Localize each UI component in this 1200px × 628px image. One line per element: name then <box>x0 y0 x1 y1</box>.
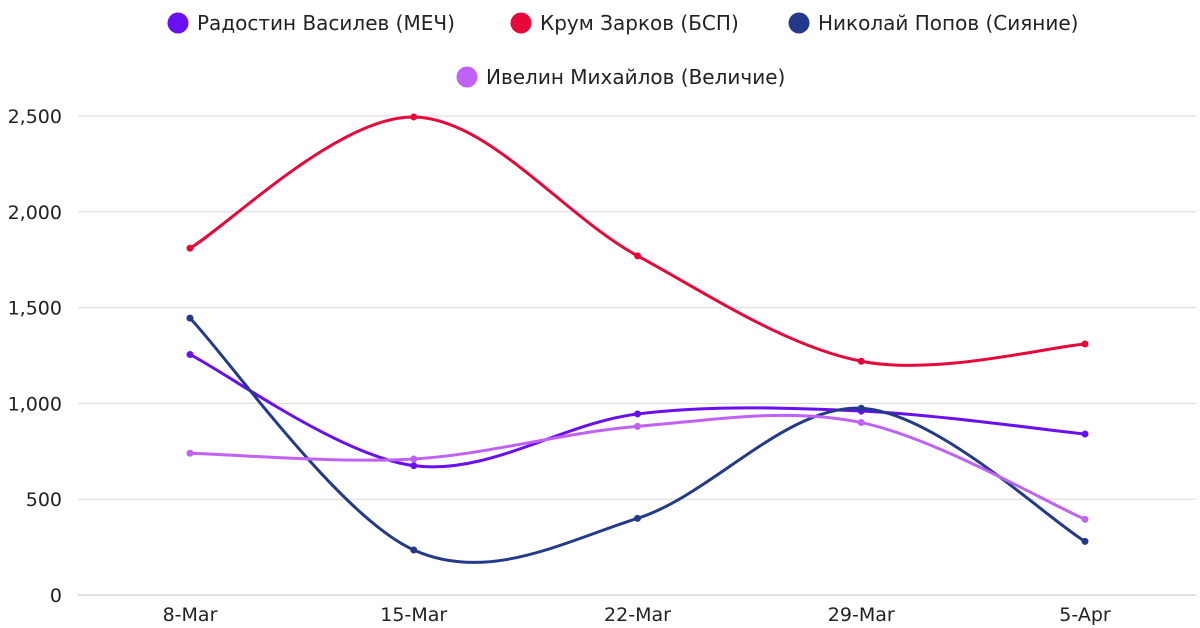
legend[interactable]: Радостин Василев (МЕЧ) Крум Зарков (БСП) Н… <box>167 11 1079 89</box>
legend-item-3[interactable]: Николай Попов (Сияние) <box>788 11 1079 35</box>
data-point[interactable] <box>634 410 641 418</box>
y-tick-label: 2,000 <box>8 202 62 224</box>
legend-label: Крум Зарков (БСП) <box>540 11 739 35</box>
legend-label: Николай Попов (Сияние) <box>818 11 1078 35</box>
x-tick-label: 8-Mar <box>163 604 218 626</box>
legend-swatch <box>510 12 532 34</box>
data-point[interactable] <box>410 113 418 121</box>
legend-swatch <box>788 12 810 34</box>
legend-swatch <box>456 66 478 88</box>
x-tick-label: 15-Mar <box>380 604 447 626</box>
series-layer <box>186 113 1089 564</box>
data-point[interactable] <box>186 351 194 359</box>
x-tick-label: 29-Mar <box>828 604 895 626</box>
legend-item-1[interactable]: Радостин Василев (МЕЧ) <box>167 11 455 35</box>
data-point[interactable] <box>634 514 641 522</box>
legend-label: Радостин Василев (МЕЧ) <box>197 11 455 35</box>
x-tick-label: 22-Mar <box>604 604 671 626</box>
data-point[interactable] <box>857 404 865 412</box>
data-point[interactable] <box>1081 430 1089 438</box>
data-point[interactable] <box>634 252 641 260</box>
series-line-2 <box>188 115 1087 367</box>
y-tick-label: 0 <box>50 585 62 607</box>
series-line-4 <box>188 413 1087 521</box>
x-tick-label: 5-Apr <box>1059 604 1111 626</box>
legend-label: Ивелин Михайлов (Величие) <box>486 65 785 89</box>
legend-item-4[interactable]: Ивелин Михайлов (Величие) <box>456 65 786 89</box>
data-point[interactable] <box>1081 515 1089 523</box>
data-point[interactable] <box>186 449 194 457</box>
y-tick-label: 500 <box>26 489 62 511</box>
y-tick-label: 2,500 <box>8 106 62 128</box>
data-point[interactable] <box>1081 340 1089 348</box>
data-point[interactable] <box>410 455 418 463</box>
legend-swatch <box>167 12 189 34</box>
data-point[interactable] <box>186 244 194 252</box>
data-point[interactable] <box>410 546 418 554</box>
grid-layer <box>78 115 1196 500</box>
axis-layer: 0 500 1,000 1,500 2,000 2,500 8-Mar 15-Mar 22-Ma… <box>8 106 1196 626</box>
y-tick-label: 1,500 <box>8 298 62 320</box>
data-point[interactable] <box>634 422 641 430</box>
series-line-3 <box>188 316 1087 564</box>
legend-item-2[interactable]: Крум Зарков (БСП) <box>510 11 739 35</box>
data-point[interactable] <box>186 314 194 322</box>
data-point[interactable] <box>1081 537 1089 545</box>
y-tick-label: 1,000 <box>8 393 62 415</box>
data-point[interactable] <box>857 419 865 427</box>
data-point[interactable] <box>857 357 865 365</box>
data-point[interactable] <box>410 462 418 470</box>
